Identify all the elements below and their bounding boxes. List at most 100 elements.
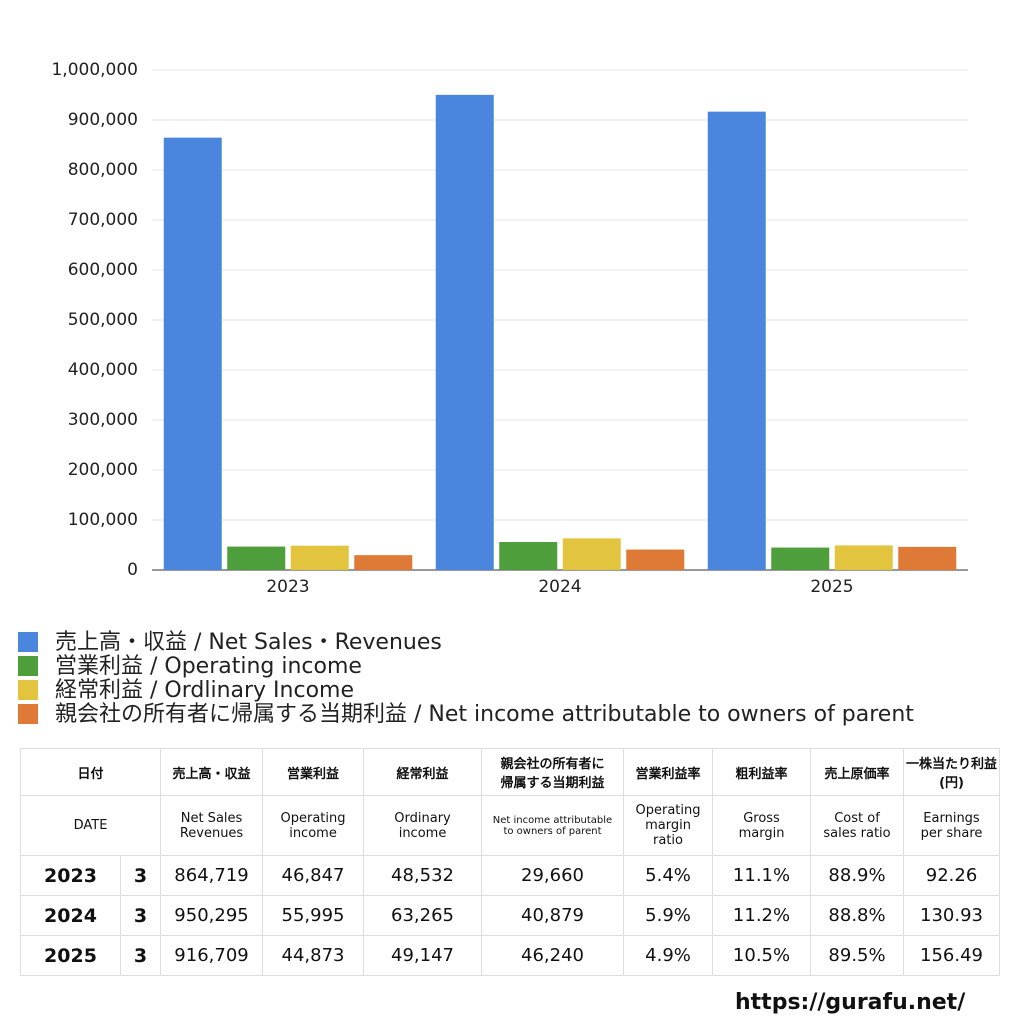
data-cell: 46,240 (481, 935, 625, 976)
header-cell: Gross margin (712, 795, 812, 856)
bar (626, 549, 685, 570)
bar (163, 137, 222, 570)
chart: 0 100,000 200,000 300,000 400,000 500,000 600,… (18, 60, 968, 727)
header-cell: DATE (19, 795, 162, 856)
data-cell: 29,660 (481, 855, 625, 896)
data-cell: 49,147 (363, 935, 483, 976)
header-text: Gross (743, 810, 780, 826)
bar (834, 545, 893, 570)
header-text: margin (645, 818, 691, 833)
bar (771, 547, 830, 570)
header-text: 経常利益 (396, 766, 449, 782)
legend-swatch (18, 704, 38, 724)
header-text: to owners of parent (503, 825, 602, 837)
footer-url: https://gurafu.net/ (735, 990, 966, 1015)
data-cell: 2023 (20, 855, 121, 896)
data-row: 2023 3 864,719 46,847 48,532 29,660 5.4% 11.1% 8… (20, 855, 1001, 896)
data-cell: 88.9% (810, 855, 905, 896)
y-tick-label: 900,000 (68, 110, 138, 130)
header-text: 帰属する当期利益 (500, 776, 605, 791)
x-tick-label: 2023 (266, 577, 309, 597)
header-text: DATE (73, 818, 108, 833)
bar (499, 542, 558, 570)
y-tick-label: 200,000 (68, 460, 138, 480)
legend-swatch (18, 656, 38, 676)
header-row: DATE Net Sales Revenues Operating income Ordi… (19, 795, 1001, 856)
x-tick-label: 2025 (810, 577, 853, 597)
data-cell: 44,873 (262, 935, 365, 976)
bar (227, 546, 286, 570)
header-text: 営業利益率 (635, 766, 701, 782)
header-cell: 一株当たり利益 (円) (903, 748, 1001, 796)
header-cell: Earnings per share (903, 795, 1001, 856)
header-cell: 営業利益率 (623, 748, 714, 796)
header-text: Earnings (923, 810, 980, 826)
header-text: ratio (653, 833, 683, 848)
data-cell: 11.2% (712, 895, 812, 936)
header-text: Cost of (834, 810, 880, 826)
header-text: 売上原価率 (824, 766, 890, 782)
legend-swatch (18, 632, 38, 652)
legend-label: 親会社の所有者に帰属する当期利益 / Net income attributab… (55, 702, 914, 727)
header-row: 日付 売上高・収益 営業利益 経常利益 親会社の所有者に 帰属する当期利益 営業利益率 粗利益… (19, 748, 1001, 796)
y-tick-label: 500,000 (68, 310, 138, 330)
y-tick-label: 100,000 (68, 510, 138, 530)
data-cell: 55,995 (262, 895, 365, 936)
legend-label: 営業利益 / Operating income (55, 654, 362, 679)
y-tick-label: 300,000 (68, 410, 138, 430)
header-text: 営業利益 (287, 766, 340, 782)
legend-label: 経常利益 / Ordlinary Income (55, 678, 354, 703)
header-text: 一株当たり利益 (906, 757, 998, 772)
data-table: 日付 売上高・収益 営業利益 経常利益 親会社の所有者に 帰属する当期利益 営業利益率 粗利益… (19, 748, 1001, 976)
data-cell: 916,709 (160, 935, 264, 976)
y-tick-label: 600,000 (68, 260, 138, 280)
y-tick-label: 400,000 (68, 360, 138, 380)
header-cell: Net income attributable to owners of pare… (481, 795, 625, 856)
data-cell: 4.9% (623, 935, 714, 976)
data-cell: 5.9% (623, 895, 714, 936)
data-cell: 46,847 (262, 855, 365, 896)
data-cell: 3 (119, 935, 162, 976)
header-cell: 粗利益率 (712, 748, 812, 796)
data-cell: 89.5% (810, 935, 905, 976)
bar (562, 538, 621, 570)
header-text: 売上高・収益 (172, 766, 251, 782)
data-cell: 48,532 (363, 855, 483, 896)
data-cell: 3 (119, 895, 162, 936)
data-cell: 864,719 (160, 855, 264, 896)
data-row: 2024 3 950,295 55,995 63,265 40,879 5.9% 11.2% 8… (20, 895, 1001, 936)
header-cell: 日付 (19, 748, 162, 796)
y-tick-label: 0 (127, 560, 138, 580)
header-text: Ordinary (394, 810, 451, 826)
header-text: 親会社の所有者に (500, 757, 605, 772)
header-cell: 親会社の所有者に 帰属する当期利益 (481, 748, 625, 796)
header-cell: 経常利益 (363, 748, 483, 796)
header-text: margin (738, 825, 785, 841)
data-row: 2025 3 916,709 44,873 49,147 46,240 4.9% 10.5% 8… (20, 935, 1001, 976)
header-cell: 売上原価率 (810, 748, 905, 796)
data-cell: 2024 (20, 895, 121, 936)
bar (354, 555, 413, 570)
header-text: income (289, 825, 337, 841)
header-text: Operating (280, 810, 346, 826)
header-cell: Operating margin ratio (623, 795, 714, 856)
data-cell: 88.8% (810, 895, 905, 936)
bar (435, 94, 494, 570)
header-cell: 営業利益 (262, 748, 365, 796)
header-text: Operating (635, 803, 701, 818)
legend-label: 売上高・収益 / Net Sales・Revenues (55, 630, 442, 655)
header-text: 日付 (77, 766, 104, 782)
data-cell: 63,265 (363, 895, 483, 936)
data-cell: 92.26 (903, 855, 1001, 896)
x-tick-label: 2024 (538, 577, 581, 597)
data-cell: 130.93 (903, 895, 1001, 936)
y-tick-label: 800,000 (68, 160, 138, 180)
header-text: Net Sales (180, 810, 243, 826)
data-cell: 3 (119, 855, 162, 896)
header-text: Net income attributable (492, 814, 613, 826)
header-cell: Operating income (262, 795, 365, 856)
header-cell: Ordinary income (363, 795, 483, 856)
y-tick-label: 700,000 (68, 210, 138, 230)
data-cell: 40,879 (481, 895, 625, 936)
